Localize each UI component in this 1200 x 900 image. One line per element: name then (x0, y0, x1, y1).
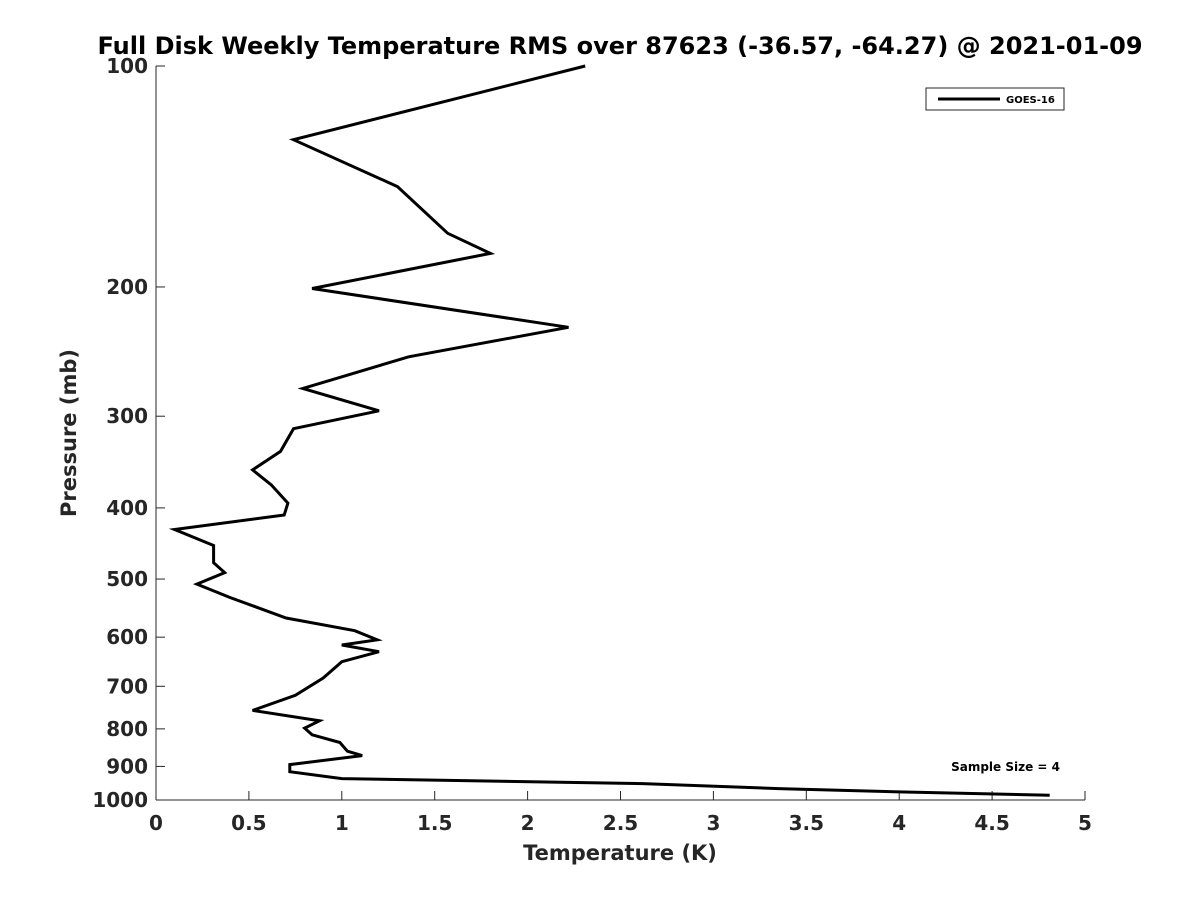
chart-title: Full Disk Weekly Temperature RMS over 87… (97, 32, 1142, 60)
y-tick-label: 300 (106, 404, 148, 428)
x-tick-label: 2.5 (603, 811, 638, 835)
y-tick-label: 500 (106, 567, 148, 591)
y-tick-label: 800 (106, 717, 148, 741)
x-tick-label: 1 (335, 811, 349, 835)
y-tick-label: 900 (106, 754, 148, 778)
x-tick-label: 0 (149, 811, 163, 835)
sample-size-annotation: Sample Size = 4 (951, 760, 1060, 774)
x-axis-label: Temperature (K) (523, 841, 717, 865)
y-tick-label: 1000 (92, 788, 148, 812)
x-tick-label: 0.5 (231, 811, 266, 835)
x-tick-label: 2 (521, 811, 535, 835)
x-tick-label: 1.5 (417, 811, 452, 835)
x-tick-label: 3.5 (789, 811, 824, 835)
y-tick-label: 200 (106, 275, 148, 299)
y-tick-label: 600 (106, 625, 148, 649)
x-tick-label: 3 (706, 811, 720, 835)
legend: GOES-16 (925, 87, 1065, 111)
legend-label: GOES-16 (1006, 95, 1055, 106)
series-line-goes-16 (168, 64, 1050, 797)
y-tick-label: 700 (106, 674, 148, 698)
x-ticks: 0 0.5 1 1.5 2 2.5 3 3.5 4 4.5 5 (149, 791, 1092, 835)
x-tick-label: 5 (1078, 811, 1092, 835)
y-tick-label: 400 (106, 496, 148, 520)
y-axis-label: Pressure (mb) (57, 349, 81, 517)
y-tick-label: 100 (106, 54, 148, 78)
x-tick-label: 4.5 (974, 811, 1009, 835)
x-tick-label: 4 (892, 811, 906, 835)
y-ticks: 100 200 300 400 500 600 700 800 900 1000 (92, 54, 165, 812)
series (168, 64, 1050, 797)
